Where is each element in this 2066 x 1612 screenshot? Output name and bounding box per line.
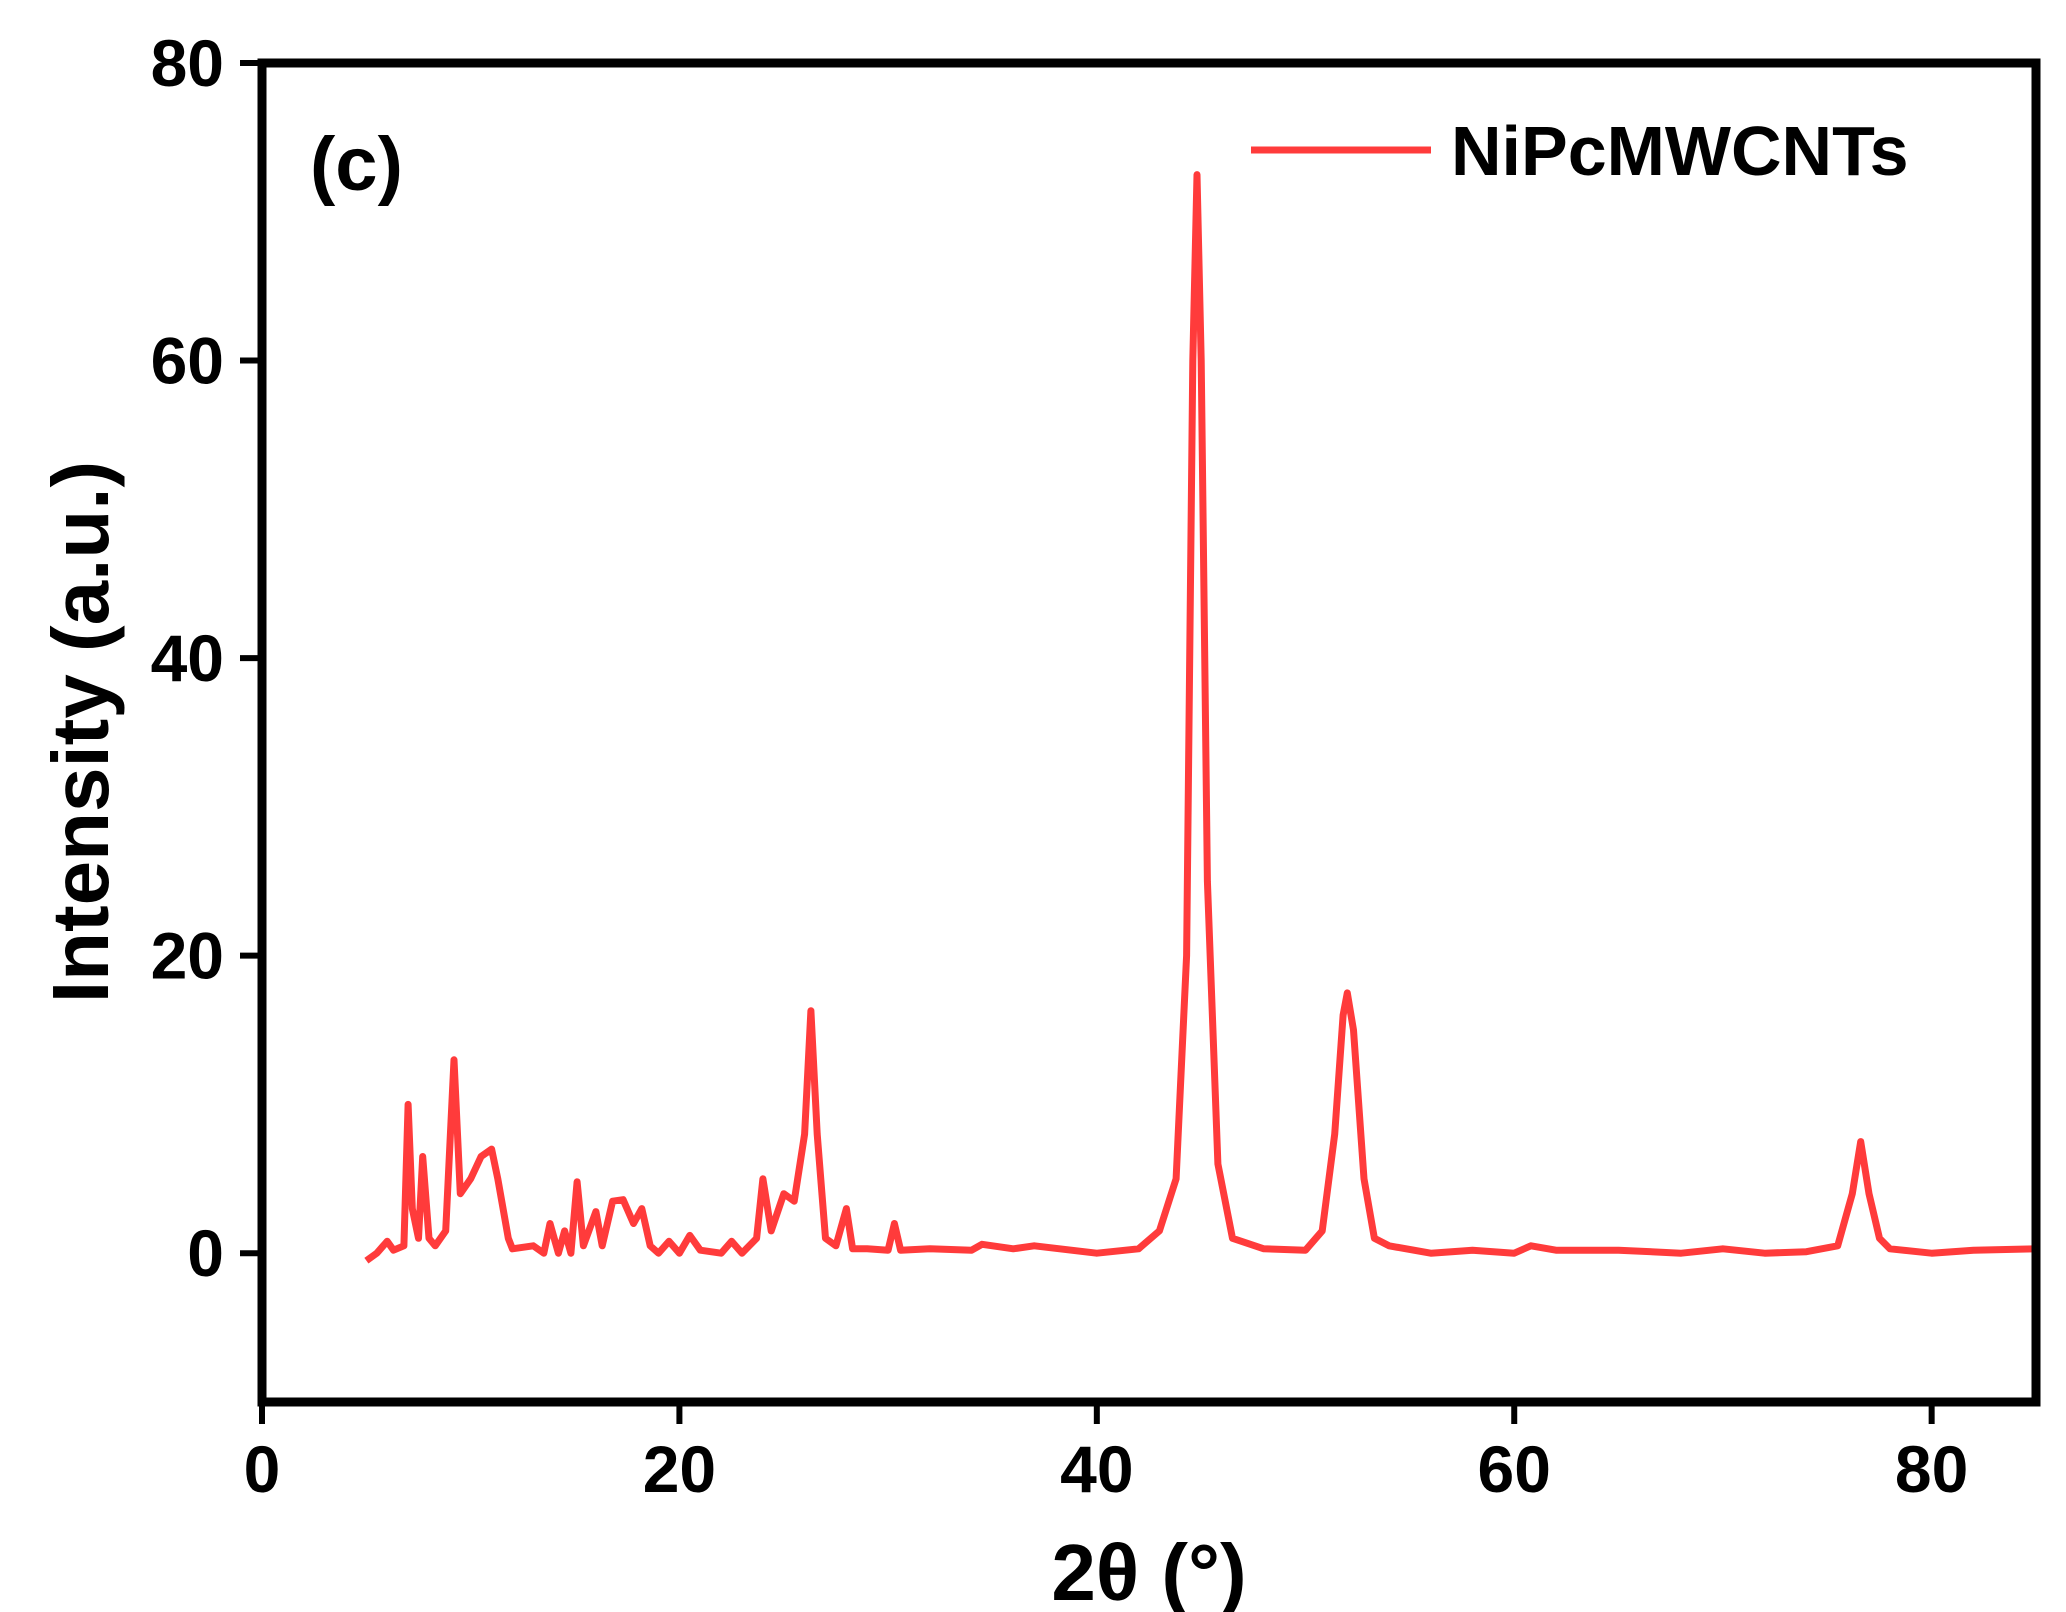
y-axis-label: Intensity (a.u.) [36, 461, 125, 1003]
y-tick-label: 80 [151, 26, 224, 100]
x-tick-label: 60 [1478, 1432, 1551, 1506]
x-tick-label: 20 [643, 1432, 716, 1506]
data-line [364, 171, 2037, 1264]
x-tick-label: 0 [244, 1432, 281, 1506]
x-tick-label: 40 [1060, 1432, 1133, 1506]
panel-label: (c) [310, 122, 403, 207]
y-tick-label: 40 [151, 621, 224, 695]
legend-label: NiPcMWCNTs [1451, 112, 1909, 190]
x-tick-label: 80 [1895, 1432, 1968, 1506]
y-tick-label: 20 [151, 919, 224, 993]
plot-frame [257, 58, 2041, 1407]
y-tick-label: 0 [187, 1216, 224, 1290]
y-tick-label: 60 [151, 324, 224, 398]
x-axis-label: 2θ (°) [1051, 1528, 1246, 1612]
